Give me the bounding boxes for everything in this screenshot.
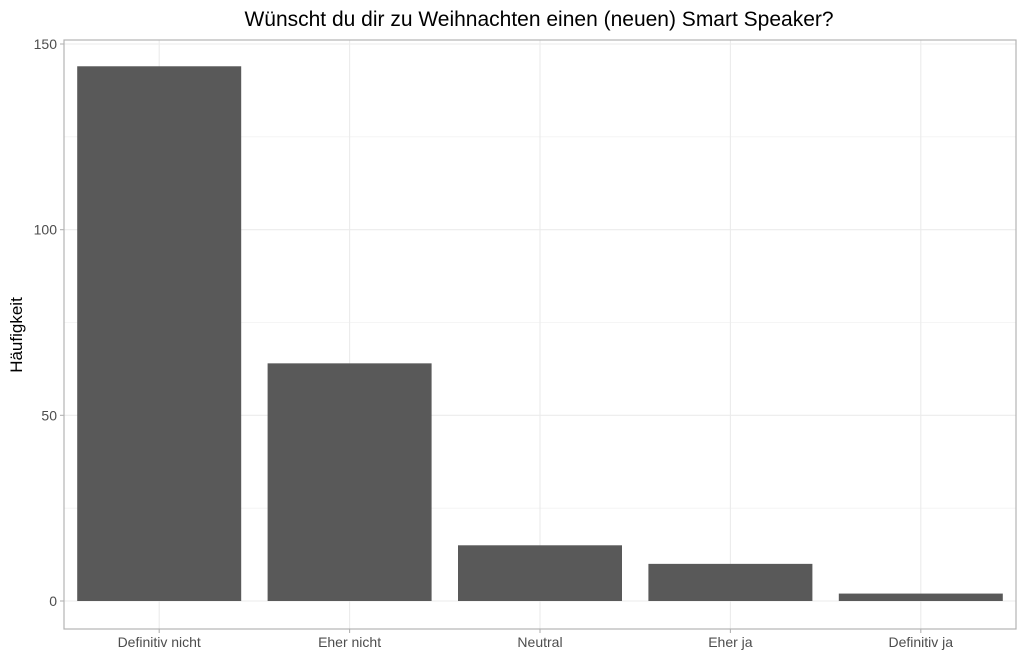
y-tick-label: 100 [34,222,58,238]
x-tick-label: Definitiv ja [889,634,954,650]
bar-neutral [458,545,622,601]
y-tick-label: 150 [34,36,58,52]
bar-definitiv-nicht [77,66,242,601]
x-tick-label: Neutral [517,634,562,650]
x-tick-label: Eher ja [708,634,753,650]
bar-eher-nicht [267,363,432,601]
bar-eher-ja [648,563,813,601]
x-tick-label: Eher nicht [318,634,381,650]
y-tick-label: 50 [41,407,57,423]
chart-title: Wünscht du dir zu Weihnachten einen (neu… [244,8,833,31]
plot-area: 0 50 100 150 Definitiv nicht Eher nicht Neutra… [34,36,1017,650]
y-tick-label: 0 [49,593,57,609]
y-axis-title: Häufigkeit [7,297,26,373]
x-tick-label: Definitiv nicht [118,634,201,650]
bar-definitiv-ja [838,593,1003,601]
